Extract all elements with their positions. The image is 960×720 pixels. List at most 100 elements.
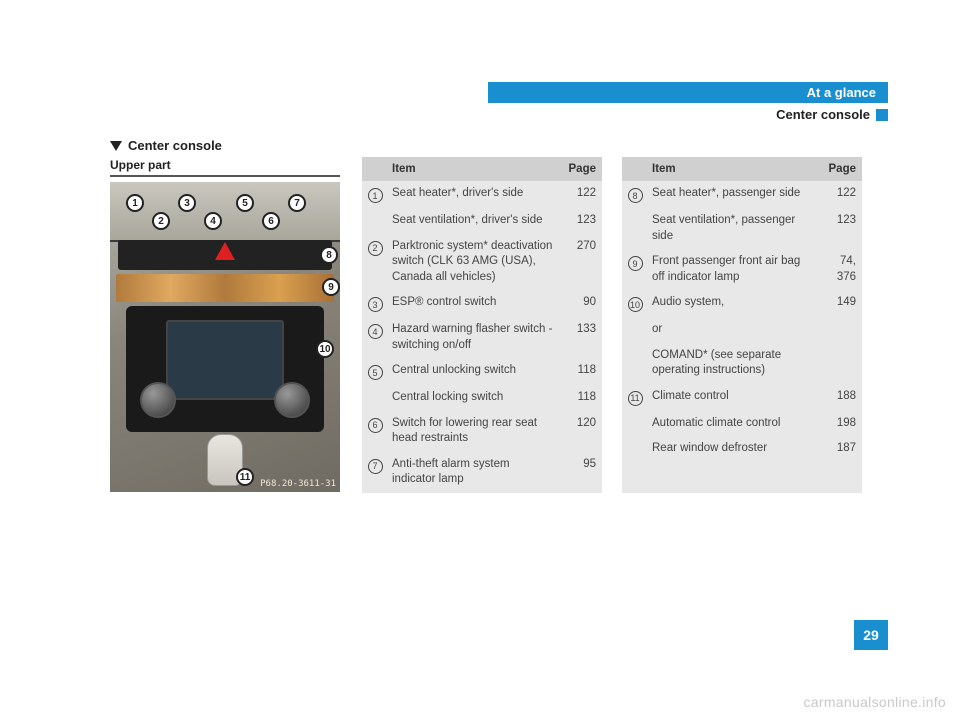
col-item: Item <box>648 157 818 181</box>
callout-4: 4 <box>204 212 222 230</box>
row-item: Climate control <box>648 389 818 406</box>
section-label: Center console <box>776 107 870 122</box>
row-page: 149 <box>818 295 862 312</box>
callout-9: 9 <box>322 278 340 296</box>
section-label-row: Center console <box>488 107 888 122</box>
page-header: At a glance Center console <box>488 82 888 122</box>
table-row: COMAND* (see separate operating instruct… <box>622 343 862 384</box>
circled-number-icon: 10 <box>628 297 643 312</box>
row-item: COMAND* (see separate operating instruct… <box>648 348 818 379</box>
table-row: 9 Front passenger front air bag off indic… <box>622 249 862 290</box>
circled-number-icon: 3 <box>368 297 383 312</box>
table-row: Seat ventilation*, passenger side123 <box>622 208 862 249</box>
row-index <box>622 348 648 379</box>
screen <box>166 320 284 400</box>
circled-number-icon: 6 <box>368 418 383 433</box>
callout-11: 11 <box>236 468 254 486</box>
circled-number-icon: 5 <box>368 365 383 380</box>
row-item: Central locking switch <box>388 390 558 406</box>
callout-8: 8 <box>320 246 338 264</box>
row-page: 74, 376 <box>818 254 862 285</box>
row-index: 10 <box>622 295 648 312</box>
page-number: 29 <box>854 620 888 650</box>
row-page: 198 <box>818 416 862 432</box>
table-right: Item Page 8Seat heater*, passenger side1… <box>622 157 862 493</box>
row-page: 118 <box>558 363 602 380</box>
row-index: 5 <box>362 363 388 380</box>
row-page: 95 <box>558 457 602 488</box>
callout-5: 5 <box>236 194 254 212</box>
table-row: 2Parktronic system* deactivation switch … <box>362 234 602 291</box>
table-row: or <box>622 317 862 343</box>
table-row: 7Anti-theft alarm system indicator lamp9… <box>362 452 602 493</box>
watermark: carmanualsonline.info <box>804 694 947 710</box>
row-page: 122 <box>558 186 602 203</box>
circled-number-icon: 8 <box>628 188 643 203</box>
callout-7: 7 <box>288 194 306 212</box>
row-index: 7 <box>362 457 388 488</box>
row-index <box>362 213 388 229</box>
row-index: 8 <box>622 186 648 203</box>
row-index <box>362 390 388 406</box>
table-row: Automatic climate control198 <box>622 411 862 437</box>
col-page: Page <box>558 157 602 181</box>
row-index: 2 <box>362 239 388 286</box>
row-page: 122 <box>818 186 862 203</box>
table-row: 3ESP® control switch90 <box>362 290 602 317</box>
table-row: 8 Seat heater*, passenger side122 <box>622 181 862 208</box>
reference-tables: Item Page 1Seat heater*, driver's side12… <box>362 157 862 493</box>
section-title: Center console <box>110 138 222 153</box>
chapter-bar: At a glance <box>488 82 888 103</box>
row-index <box>622 416 648 432</box>
row-item: Seat heater*, passenger side <box>648 186 818 203</box>
row-page: 123 <box>818 213 862 244</box>
row-page: 187 <box>818 441 862 457</box>
table-head: Item Page <box>362 157 602 181</box>
row-item: Automatic climate control <box>648 416 818 432</box>
row-index <box>622 213 648 244</box>
circled-number-icon: 4 <box>368 324 383 339</box>
callout-1: 1 <box>126 194 144 212</box>
head-unit <box>126 306 324 432</box>
row-index: 3 <box>362 295 388 312</box>
hazard-triangle-icon <box>215 242 235 260</box>
row-index: 6 <box>362 416 388 447</box>
table-row: 5 Central unlocking switch118 <box>362 358 602 385</box>
row-item: Central unlocking switch <box>388 363 558 380</box>
row-index: 11 <box>622 389 648 406</box>
row-page: 90 <box>558 295 602 312</box>
row-item: Seat ventilation*, driver's side <box>388 213 558 229</box>
row-item: or <box>648 322 818 338</box>
callout-6: 6 <box>262 212 280 230</box>
section-marker-icon <box>876 109 888 121</box>
center-console-photo: P68.20-3611-31 1234567891011 <box>110 182 340 492</box>
row-item: Front passenger front air bag off indica… <box>648 254 818 285</box>
row-index: 1 <box>362 186 388 203</box>
row-item: Switch for lowering rear seat head restr… <box>388 416 558 447</box>
climate-dial-left <box>140 382 176 418</box>
dash-top <box>110 182 340 242</box>
table-row: 6 Switch for lowering rear seat head rest… <box>362 411 602 452</box>
col-item: Item <box>388 157 558 181</box>
table-head: Item Page <box>622 157 862 181</box>
row-page: 120 <box>558 416 602 447</box>
circled-number-icon: 2 <box>368 241 383 256</box>
row-page: 118 <box>558 390 602 406</box>
row-item: Hazard warning flasher switch - switchin… <box>388 322 558 353</box>
row-index <box>622 322 648 338</box>
section-subtitle: Upper part <box>110 158 171 172</box>
climate-dial-right <box>274 382 310 418</box>
row-index <box>622 441 648 457</box>
triangle-down-icon <box>110 141 122 151</box>
table-row: Central locking switch118 <box>362 385 602 411</box>
table-row: 10 Audio system,149 <box>622 290 862 317</box>
row-item: Audio system, <box>648 295 818 312</box>
row-item: Seat heater*, driver's side <box>388 186 558 203</box>
table-left: Item Page 1Seat heater*, driver's side12… <box>362 157 602 493</box>
circled-number-icon: 1 <box>368 188 383 203</box>
photo-id: P68.20-3611-31 <box>260 479 336 489</box>
circled-number-icon: 9 <box>628 256 643 271</box>
table-row: 1 Seat heater*, driver's side122 <box>362 181 602 208</box>
row-page <box>818 322 862 338</box>
row-index: 9 <box>622 254 648 285</box>
